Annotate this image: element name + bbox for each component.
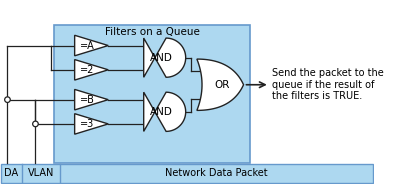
Text: AND: AND bbox=[150, 53, 173, 63]
Polygon shape bbox=[75, 89, 108, 110]
Polygon shape bbox=[144, 38, 186, 77]
Polygon shape bbox=[75, 59, 108, 80]
Text: Send the packet to the
queue if the result of
the filters is TRUE.: Send the packet to the queue if the resu… bbox=[272, 68, 384, 101]
Text: =3: =3 bbox=[80, 119, 95, 129]
Text: =2: =2 bbox=[80, 65, 95, 75]
Text: DA: DA bbox=[4, 168, 18, 178]
Text: VLAN: VLAN bbox=[28, 168, 54, 178]
Text: =A: =A bbox=[80, 40, 95, 51]
Polygon shape bbox=[144, 92, 186, 131]
Circle shape bbox=[5, 97, 10, 102]
Circle shape bbox=[32, 121, 38, 127]
Polygon shape bbox=[75, 114, 108, 134]
Text: AND: AND bbox=[150, 107, 173, 117]
Polygon shape bbox=[75, 35, 108, 56]
Text: OR: OR bbox=[215, 80, 230, 90]
Text: Filters on a Queue: Filters on a Queue bbox=[105, 28, 200, 37]
Text: Network Data Packet: Network Data Packet bbox=[165, 168, 267, 178]
Bar bbox=[1, 164, 373, 183]
Polygon shape bbox=[197, 59, 243, 110]
Bar bbox=[54, 25, 250, 163]
Text: =B: =B bbox=[80, 95, 95, 105]
